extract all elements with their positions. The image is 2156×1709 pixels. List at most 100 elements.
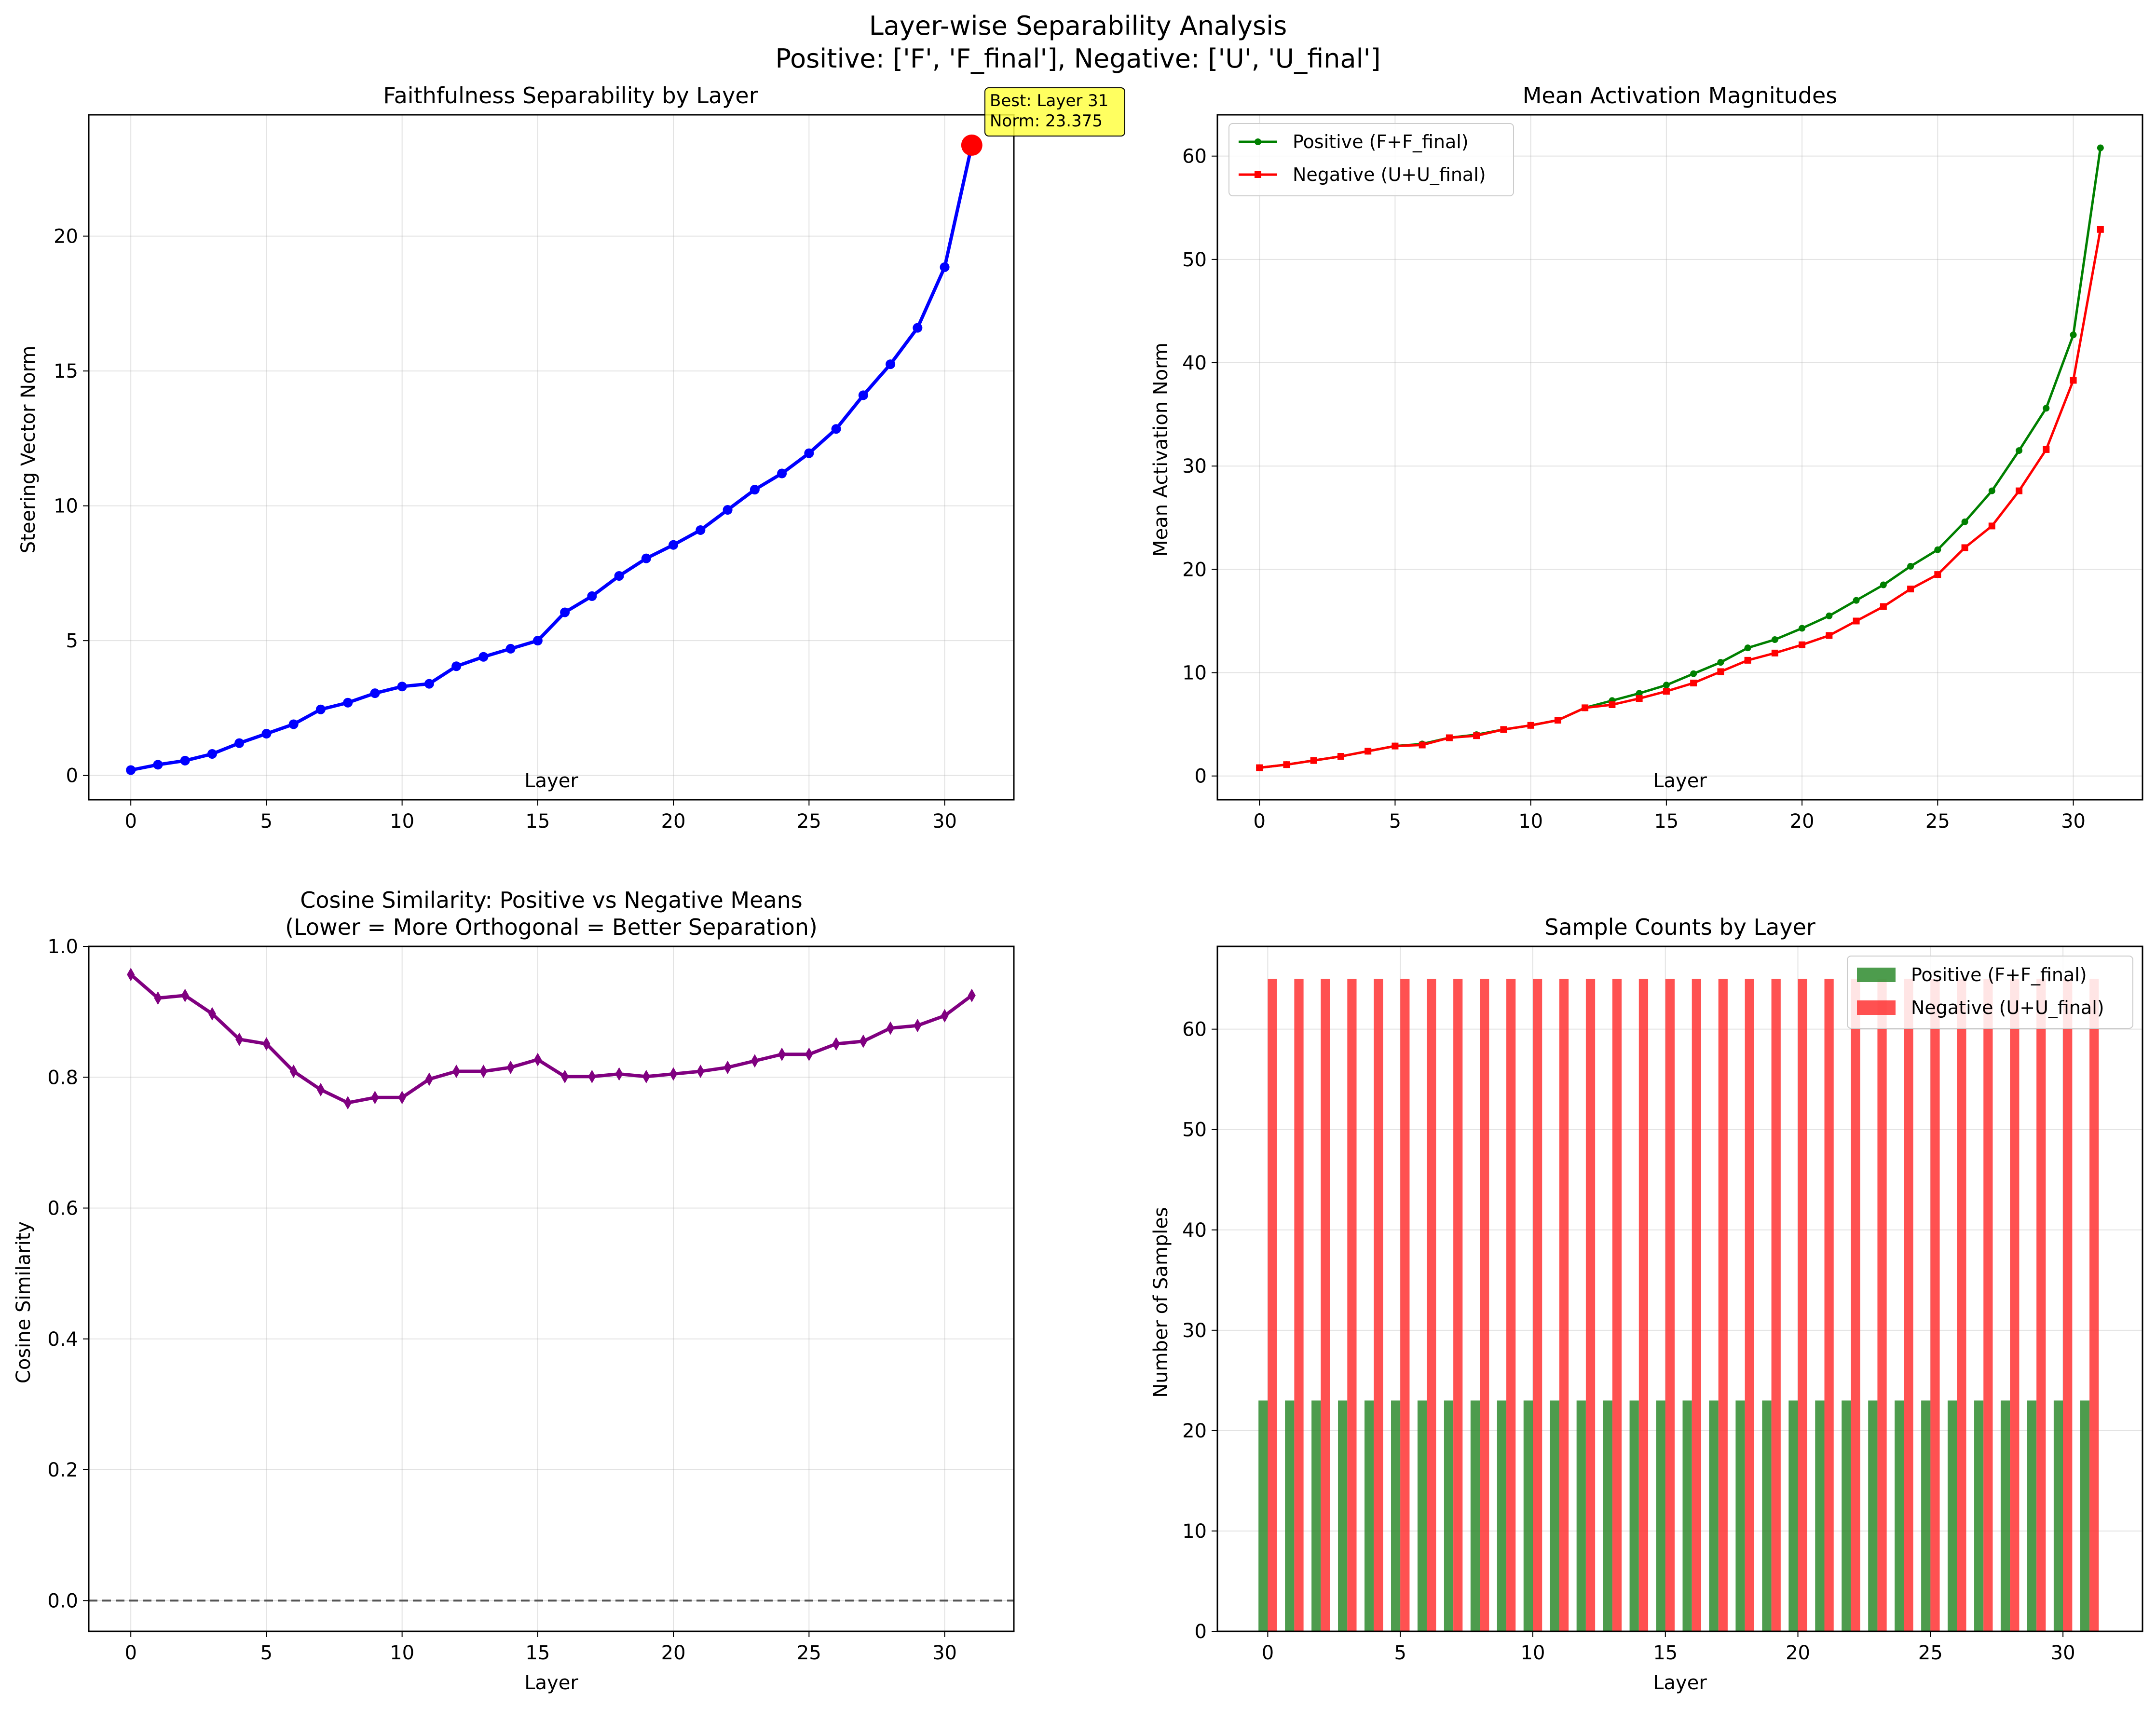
data-point	[1853, 597, 1860, 604]
data-point	[344, 1096, 352, 1110]
bar	[1338, 1400, 1348, 1631]
x-tick-label: 30	[2051, 1642, 2075, 1664]
x-tick-label: 0	[124, 810, 136, 833]
bar	[1347, 979, 1357, 1631]
data-point	[1609, 701, 1616, 708]
separability-series-line	[130, 145, 974, 772]
data-point	[180, 755, 190, 766]
bar	[1444, 1400, 1454, 1631]
data-point	[940, 262, 950, 272]
y-tick-label: 20	[1182, 559, 1207, 581]
bar	[1374, 979, 1383, 1631]
bar	[1470, 1400, 1480, 1631]
bar	[1824, 979, 1834, 1631]
data-point	[696, 1065, 705, 1079]
data-point	[478, 652, 489, 662]
y-tick-label: 0	[1195, 1621, 1207, 1643]
data-point	[914, 1019, 922, 1033]
data-point	[588, 1069, 596, 1083]
legend-positive-swatch	[1857, 968, 1896, 982]
data-point	[207, 749, 217, 759]
data-point	[370, 688, 380, 698]
data-point	[532, 636, 543, 646]
bar	[1391, 1400, 1401, 1631]
x-tick-label: 5	[1389, 810, 1401, 833]
y-tick-label: 0	[66, 765, 78, 787]
y-tick-label: 10	[1182, 1520, 1207, 1543]
annotation-box	[984, 87, 1125, 137]
magnitudes-panel: 0 5 10 15 20 25 30 0 10 20 30 40 50 60 Mean Activatio…	[1150, 82, 2143, 833]
bar	[1904, 979, 1913, 1631]
magnitudes-title: Mean Activation Magnitudes	[1523, 82, 1838, 109]
data-point	[858, 390, 868, 400]
data-point	[1473, 732, 1480, 739]
best-layer-annotation: Best: Layer 31 Norm: 23.375	[984, 87, 1125, 137]
data-point	[1690, 679, 1697, 686]
data-point	[1527, 722, 1534, 729]
cosine-panel: 0 5 10 15 20 25 30 0.0 0.2 0.4 0.6 0.8 1.0 Cosine Si…	[13, 887, 1015, 1694]
separability-ylabel: Steering Vector Norm	[17, 346, 40, 554]
data-point	[560, 607, 570, 617]
legend-frame	[1847, 956, 2133, 1029]
cosine-series-line	[129, 973, 973, 1105]
y-tick-label: 0.2	[47, 1459, 78, 1481]
figure-title-line2: Positive: ['F', 'F_final'], Negative: ['…	[775, 43, 1380, 74]
legend-positive-label: Positive (F+F_final)	[1293, 131, 1469, 152]
y-tick-label: 30	[1182, 455, 1207, 478]
x-tick-label: 5	[260, 810, 273, 833]
data-point	[1961, 518, 1968, 525]
legend-negative-label: Negative (U+U_final)	[1293, 164, 1486, 185]
data-point	[1771, 636, 1778, 643]
bar	[1311, 1400, 1321, 1631]
bar	[2027, 1400, 2037, 1631]
axes-frame	[88, 114, 1015, 801]
data-point	[261, 729, 272, 739]
data-point	[859, 1034, 867, 1048]
bar	[1603, 1400, 1612, 1631]
data-point	[288, 719, 299, 729]
data-point	[315, 704, 326, 714]
separability-panel: 0 5 10 15 20 25 30 0 5 10 15 20 Faithfulness Separa…	[17, 82, 1125, 833]
bar	[1497, 1400, 1507, 1631]
data-point	[723, 505, 733, 515]
bar	[2036, 979, 2046, 1631]
y-tick-label: 60	[1182, 1019, 1207, 1041]
bar	[1877, 979, 1887, 1631]
data-point	[1934, 546, 1941, 553]
data-point	[1717, 659, 1724, 666]
data-point	[1826, 632, 1833, 639]
data-point	[1799, 625, 1806, 632]
separability-xlabel: Layer	[524, 770, 578, 792]
data-point	[533, 1053, 542, 1066]
bar	[1948, 1400, 1957, 1631]
data-point	[398, 1091, 406, 1105]
axes-frame	[1216, 945, 2143, 1632]
bar	[1815, 1400, 1825, 1631]
bar	[1735, 1400, 1745, 1631]
bar	[1788, 1400, 1798, 1631]
cosine-plot-area: 0 5 10 15 20 25 30 0.0 0.2 0.4 0.6 0.8 1.0	[47, 936, 1015, 1664]
data-point	[1337, 753, 1344, 760]
cosine-ylabel: Cosine Similarity	[13, 1221, 35, 1383]
bar	[1629, 1400, 1639, 1631]
x-tick-label: 25	[1918, 1642, 1943, 1664]
legend-positive-marker	[1255, 138, 1261, 145]
data-point	[153, 760, 163, 770]
data-point	[1744, 644, 1751, 652]
y-tick-label: 20	[54, 226, 78, 248]
y-tick-label: 0	[1195, 766, 1207, 788]
x-tick-label: 25	[1925, 810, 1950, 833]
data-point	[1663, 688, 1670, 695]
data-point	[561, 1069, 569, 1083]
data-point	[479, 1065, 488, 1079]
data-point	[1690, 670, 1697, 677]
data-point	[751, 1054, 759, 1068]
annotation-line1: Best: Layer 31	[990, 91, 1108, 110]
y-tick-label: 40	[1182, 1219, 1207, 1242]
x-tick-label: 15	[1653, 1642, 1678, 1664]
cosine-xlabel: Layer	[524, 1672, 578, 1694]
bar	[1612, 979, 1622, 1631]
y-tick-label: 0.0	[47, 1590, 78, 1612]
data-point	[1799, 641, 1806, 648]
bar	[1718, 979, 1728, 1631]
